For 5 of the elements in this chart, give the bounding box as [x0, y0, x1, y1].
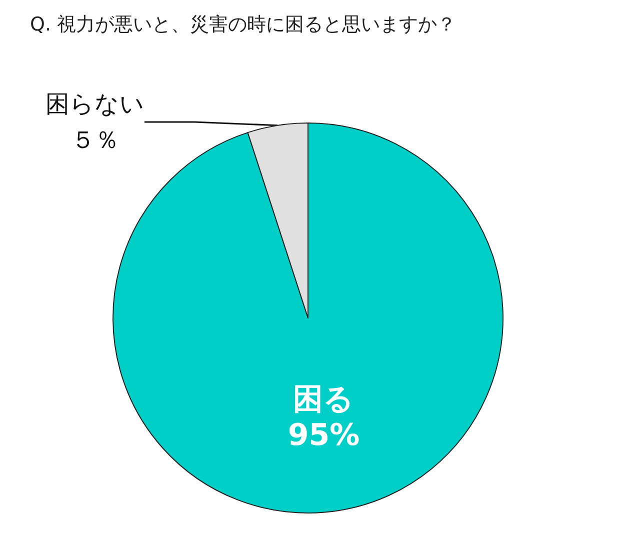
chart-title: Q. 視力が悪いと、災害の時に困ると思いますか？: [30, 14, 456, 36]
slice-label: 困らない: [46, 90, 144, 118]
data-label: 95%: [288, 418, 360, 453]
data-label: ５％: [71, 126, 119, 154]
slice-label: 困る: [293, 382, 354, 417]
